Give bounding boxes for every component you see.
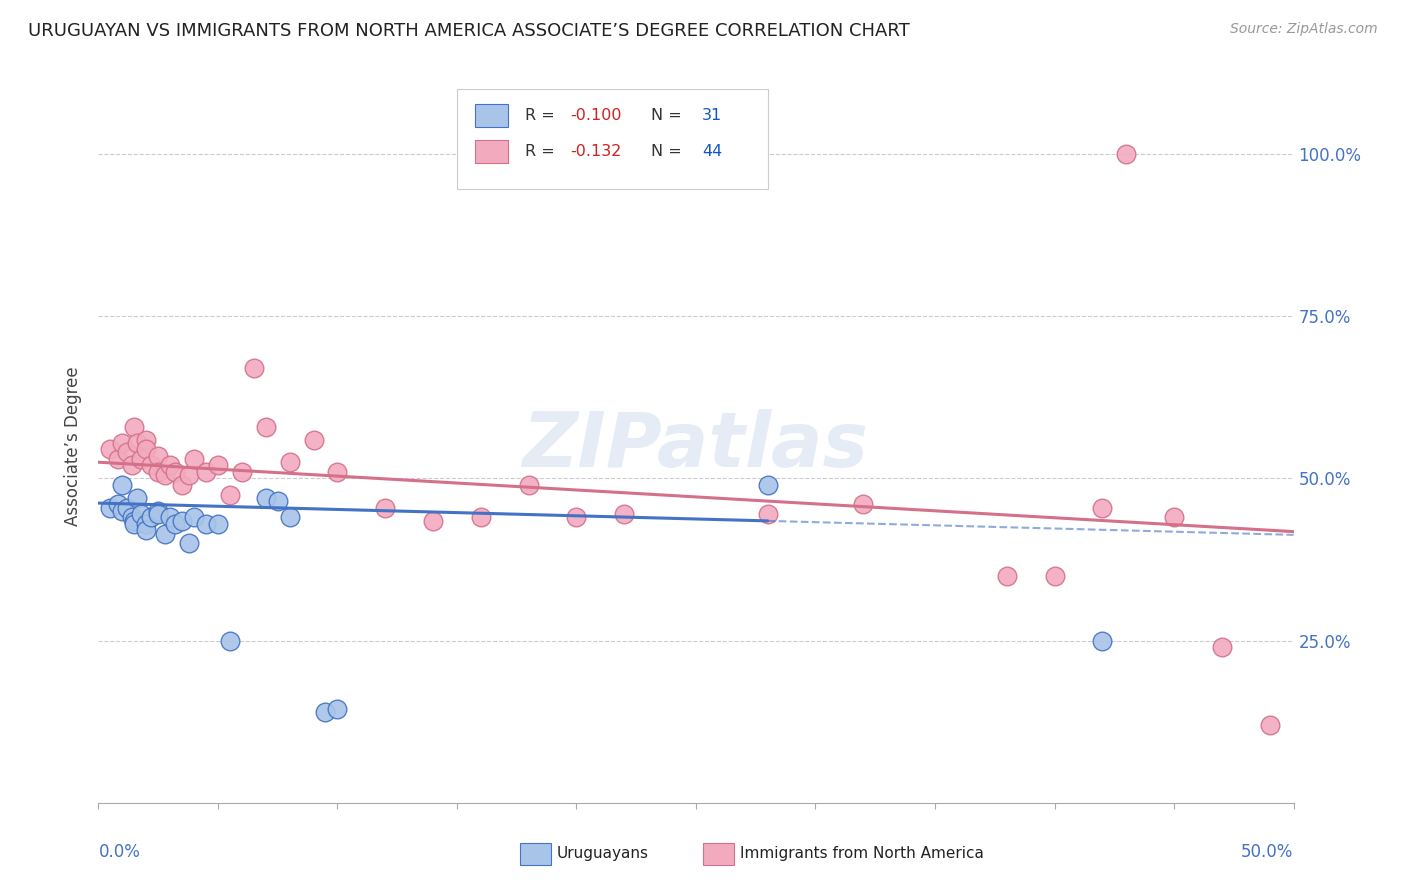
Point: [124, 514, 146, 528]
Text: R =: R =: [524, 144, 560, 159]
Point: [111, 504, 134, 518]
Text: 0.0%: 0.0%: [98, 843, 141, 861]
Y-axis label: Associate’s Degree: Associate’s Degree: [65, 367, 83, 525]
Point: [179, 536, 201, 550]
Point: [315, 705, 337, 719]
Point: [183, 452, 205, 467]
Point: [131, 507, 153, 521]
Text: Uruguayans: Uruguayans: [557, 847, 648, 861]
Point: [115, 445, 138, 459]
Point: [111, 478, 134, 492]
Point: [219, 488, 242, 502]
Point: [1163, 510, 1185, 524]
Point: [172, 478, 194, 492]
Point: [995, 568, 1018, 582]
Text: N =: N =: [651, 108, 686, 123]
Text: ZIPatlas: ZIPatlas: [523, 409, 869, 483]
Text: Source: ZipAtlas.com: Source: ZipAtlas.com: [1230, 22, 1378, 37]
Point: [517, 478, 540, 492]
Point: [219, 633, 242, 648]
Point: [243, 361, 266, 376]
Point: [194, 516, 218, 531]
Point: [1211, 640, 1233, 654]
Text: -0.100: -0.100: [571, 108, 621, 123]
Point: [179, 468, 201, 483]
Point: [155, 526, 177, 541]
Point: [756, 478, 779, 492]
Point: [135, 516, 157, 531]
Point: [207, 458, 229, 473]
Point: [155, 468, 177, 483]
Point: [148, 507, 170, 521]
Point: [121, 510, 143, 524]
Point: [254, 419, 277, 434]
Point: [111, 435, 134, 450]
Bar: [475, 104, 509, 127]
Point: [1091, 500, 1114, 515]
Point: [422, 514, 444, 528]
Point: [267, 494, 290, 508]
Point: [115, 500, 138, 515]
Point: [139, 458, 162, 473]
Point: [374, 500, 396, 515]
Point: [278, 510, 301, 524]
Text: Immigrants from North America: Immigrants from North America: [740, 847, 983, 861]
Point: [159, 458, 181, 473]
Point: [278, 455, 301, 469]
Point: [163, 465, 186, 479]
Point: [1258, 718, 1281, 732]
Point: [254, 491, 277, 505]
Point: [139, 510, 162, 524]
Point: [326, 702, 349, 716]
Point: [121, 458, 143, 473]
Point: [565, 510, 588, 524]
Point: [231, 465, 253, 479]
Text: R =: R =: [524, 108, 560, 123]
Point: [302, 433, 325, 447]
Point: [470, 510, 492, 524]
Point: [148, 465, 170, 479]
Point: [613, 507, 636, 521]
FancyBboxPatch shape: [457, 89, 768, 189]
Point: [135, 433, 157, 447]
Point: [194, 465, 218, 479]
Text: -0.132: -0.132: [571, 144, 621, 159]
Point: [148, 504, 170, 518]
Point: [207, 516, 229, 531]
Point: [1115, 147, 1137, 161]
Point: [124, 419, 146, 434]
Point: [326, 465, 349, 479]
Point: [148, 449, 170, 463]
Point: [124, 516, 146, 531]
Bar: [475, 140, 509, 162]
Point: [183, 510, 205, 524]
Point: [135, 524, 157, 538]
Point: [163, 516, 186, 531]
Text: N =: N =: [651, 144, 686, 159]
Text: 44: 44: [702, 144, 723, 159]
Point: [98, 442, 122, 457]
Point: [107, 497, 129, 511]
Point: [135, 442, 157, 457]
Text: URUGUAYAN VS IMMIGRANTS FROM NORTH AMERICA ASSOCIATE’S DEGREE CORRELATION CHART: URUGUAYAN VS IMMIGRANTS FROM NORTH AMERI…: [28, 22, 910, 40]
Point: [159, 510, 181, 524]
Point: [98, 500, 122, 515]
Text: 31: 31: [702, 108, 723, 123]
Point: [852, 497, 875, 511]
Point: [131, 452, 153, 467]
Point: [1091, 633, 1114, 648]
Point: [125, 435, 148, 450]
Point: [125, 491, 148, 505]
Point: [1043, 568, 1066, 582]
Point: [756, 507, 779, 521]
Point: [107, 452, 129, 467]
Point: [172, 514, 194, 528]
Text: 50.0%: 50.0%: [1241, 843, 1294, 861]
